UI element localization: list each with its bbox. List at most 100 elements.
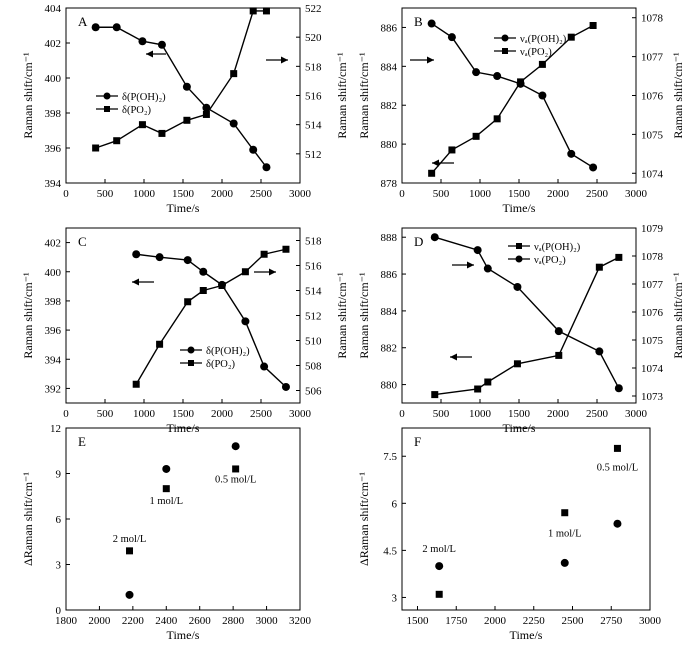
panel-c-legend-label: δ(PO₂)	[206, 359, 236, 370]
panel-a-series-1-point	[249, 145, 258, 154]
panel-e-x-axis-label: Time/s	[167, 628, 200, 642]
panel-f-frame	[401, 427, 651, 611]
panel-c-x-tick-label: 500	[97, 408, 114, 420]
panel-b-arrow-head	[427, 56, 434, 64]
panel-a-y2-tick-label: 518	[305, 61, 322, 73]
panel-e-frame	[65, 427, 301, 611]
panel-d-series-1-point	[555, 351, 563, 359]
panel-a-series-2-point	[138, 121, 146, 129]
panel-e-y-axis-label: ΔRaman shift/cm⁻¹	[21, 472, 35, 566]
panel-c-series-2-point	[156, 340, 164, 348]
panel-c-series-1-point	[132, 250, 141, 259]
panel-f-series-2-point	[560, 558, 569, 567]
panel-c-y-axis-label: Raman shift/cm⁻¹	[21, 272, 35, 359]
panel-d-y2-tick-label: 1076	[641, 307, 664, 319]
panel-a-legend-marker	[103, 92, 111, 100]
panel-f-y-tick-label: 7.5	[383, 451, 397, 463]
panel-c-x-tick-label: 3000	[289, 408, 312, 420]
panel-f-series-1-point	[561, 509, 569, 517]
panel-e-series-1-point	[126, 547, 134, 555]
panel-f-x-tick-label: 2250	[523, 615, 546, 627]
panel-b-x-tick-label: 3000	[625, 188, 648, 200]
panel-f-x-tick-label: 2000	[484, 615, 507, 627]
panel-e-y-tick-label: 3	[56, 560, 62, 572]
panel-c-y2-tick-label: 514	[305, 286, 322, 298]
panel-d-y2-tick-label: 1073	[641, 391, 664, 403]
panel-e-annotation: 0.5 mol/L	[215, 475, 256, 486]
panel-c-series-2-point	[282, 245, 290, 253]
panel-d-series-1-point	[474, 385, 482, 393]
panel-d-series-2-point	[595, 347, 604, 356]
panel-b-legend-label: νₐ(PO₂)	[520, 47, 552, 58]
panel-e-y-tick-label: 9	[56, 469, 62, 481]
panel-c-series-2-point	[199, 287, 207, 294]
panel-e-y-tick-label: 0	[56, 605, 62, 617]
panel-f-series-2-point	[613, 519, 622, 528]
panel-a-y-tick-label: 404	[45, 3, 62, 15]
panel-f-series-2-point	[435, 562, 444, 571]
panel-f-y-tick-label: 4.5	[383, 545, 397, 557]
panel-e-annotation: 1 mol/L	[150, 496, 184, 507]
panel-c-arrow-head	[132, 278, 139, 286]
panel-f-letter: F	[414, 434, 421, 449]
panel-d-y2-tick-label: 1075	[641, 335, 664, 347]
panel-a-y2-tick-label: 512	[305, 149, 322, 161]
panel-a-series-1-point	[262, 163, 271, 172]
panel-a-y-tick-label: 402	[45, 38, 62, 50]
panel-d-x-tick-label: 2000	[547, 408, 570, 420]
panel-c-y-tick-label: 396	[45, 325, 62, 337]
panel-f-series-1-point	[435, 590, 443, 598]
panel-a-x-tick-label: 2000	[211, 188, 234, 200]
panel-c-series-2-point	[241, 268, 249, 276]
panel-a-series-1-point	[157, 40, 166, 49]
panel-e-series-1-point	[232, 465, 240, 473]
panel-b-y-tick-label: 882	[381, 100, 398, 112]
panel-a-y2-tick-label: 516	[305, 91, 322, 103]
panel-d-series-2-line	[434, 236, 620, 389]
panel-b-series-2-point	[589, 22, 597, 29]
panel-a-x-tick-label: 3000	[289, 188, 312, 200]
panel-c-y-tick-label: 392	[45, 383, 62, 395]
panel-a-series-1-point	[182, 82, 191, 91]
panel-e-x-tick-label: 2600	[189, 615, 212, 627]
panel-d-legend-marker	[515, 255, 523, 263]
panel-f-annotation: 0.5 mol/L	[597, 462, 638, 473]
panel-b-series-1-point	[427, 19, 436, 28]
panel-a-series-1-point	[112, 23, 121, 32]
panel-b-y2-tick-label: 1074	[641, 168, 664, 180]
panel-b-series-1-point	[472, 68, 481, 77]
panel-d-series-2-point	[614, 384, 623, 393]
panel-c-y-tick-label: 402	[45, 238, 62, 250]
panel-b-x-axis-label: Time/s	[503, 201, 536, 215]
panel-e-series-2-point	[231, 442, 240, 451]
panel-c-series-1-line	[136, 253, 287, 388]
panel-b-y-tick-label: 878	[381, 178, 398, 190]
panel-c-legend-marker	[188, 360, 194, 366]
panel-d-y-tick-label: 886	[381, 269, 398, 281]
panel-b-y2-tick-label: 1075	[641, 129, 664, 141]
panel-b-frame	[401, 7, 637, 184]
panel-a-x-tick-label: 500	[97, 188, 114, 200]
panel-f-y-tick-label: 3	[392, 592, 398, 604]
panel-d-x-tick-label: 500	[433, 408, 450, 420]
panel-b-x-tick-label: 2000	[547, 188, 570, 200]
panel-c-series-1-point	[155, 253, 164, 262]
panel-d-series-1-point	[484, 378, 492, 386]
panel-c-y2-tick-label: 508	[305, 361, 322, 373]
panel-e-series-2-point	[125, 590, 134, 599]
panel-d-y2-tick-label: 1074	[641, 363, 664, 375]
panel-f-x-tick-label: 1500	[407, 615, 430, 627]
panel-c-legend-label: δ(P(OH)₂)	[206, 346, 250, 357]
panel-d-series-1-line	[434, 256, 620, 396]
panel-d-series-2-point	[554, 327, 563, 336]
panel-a-series-1-point	[202, 103, 211, 112]
panel-d-x-tick-label: 2500	[586, 408, 609, 420]
panel-d-series-1-point	[615, 253, 623, 261]
panel-b-y2-tick-label: 1078	[641, 13, 664, 25]
panel-d-y-tick-label: 882	[381, 343, 398, 355]
panel-f-annotation: 2 mol/L	[422, 544, 456, 555]
panel-f-x-axis-label: Time/s	[510, 628, 543, 642]
panel-a-x-tick-label: 1000	[133, 188, 156, 200]
panel-b-x-tick-label: 2500	[586, 188, 609, 200]
panel-b-legend-marker	[502, 48, 508, 54]
